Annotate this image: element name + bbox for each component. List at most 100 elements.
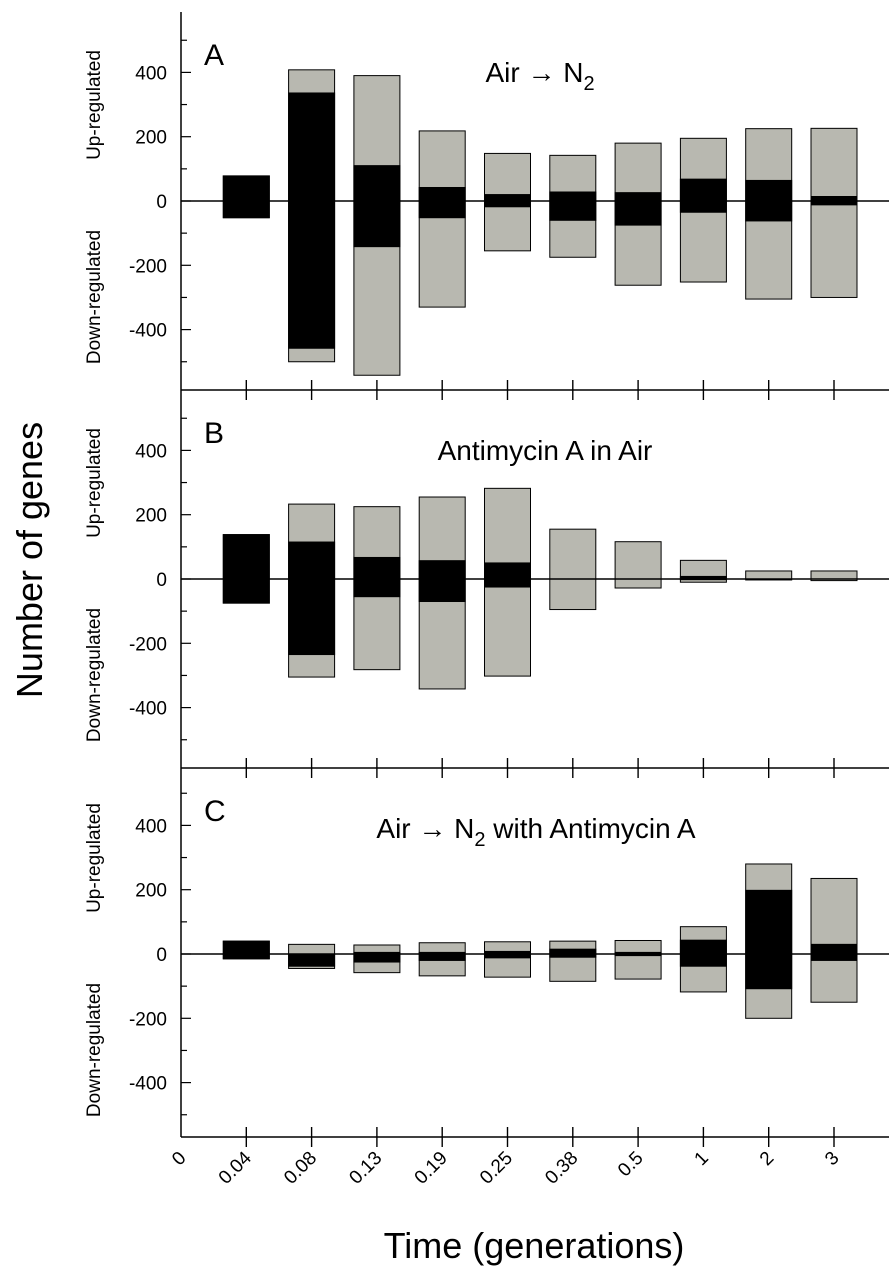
bar-total xyxy=(745,570,793,581)
panel-title: Air → N2 xyxy=(485,57,594,95)
y-tick-label: 400 xyxy=(135,816,167,837)
x-tick-label: 0.5 xyxy=(614,1148,648,1182)
bar-core xyxy=(288,541,336,656)
bar-total xyxy=(810,877,858,1003)
bar-core xyxy=(549,191,597,221)
bar-group xyxy=(484,487,531,677)
bar-core xyxy=(222,175,270,219)
bar-core xyxy=(484,562,531,588)
y-tick-label: 0 xyxy=(156,192,167,213)
bar-group xyxy=(614,142,662,286)
y-tick-label: 0 xyxy=(156,570,167,591)
bar-group xyxy=(679,137,727,283)
panel-c: 400 200 0 -200 -400 Up-regulated Down-regulate… xyxy=(84,768,889,1147)
bar-group xyxy=(549,940,597,982)
bar-group xyxy=(810,570,858,582)
y-tick-label: 400 xyxy=(135,63,167,84)
bar-core xyxy=(679,939,727,967)
bar-core xyxy=(745,889,793,990)
x-tick-label: 0.08 xyxy=(280,1148,321,1189)
x-tick-label: 0.25 xyxy=(476,1148,517,1189)
x-tick-label: 2 xyxy=(756,1148,778,1170)
bar-group xyxy=(418,130,466,308)
panel-b: 400 200 0 -200 -400 Up-regulated Down-regulate… xyxy=(84,390,889,778)
panel-letter: A xyxy=(204,39,224,72)
x-tick-label: 0.38 xyxy=(541,1148,582,1189)
x-tick-label: 3 xyxy=(821,1148,843,1170)
y-tick-label: -400 xyxy=(129,321,167,342)
panels: 4002000-200-400Up-regulatedDown-regulate… xyxy=(84,12,889,1189)
bar-core xyxy=(549,948,597,958)
bar-core xyxy=(418,951,466,961)
bar-total xyxy=(810,570,858,582)
bar-core xyxy=(222,940,270,960)
y-tick-label: 200 xyxy=(135,506,167,527)
panel-a: 400 200 0 -200 -400 Up-regulated Down-regulate… xyxy=(84,12,889,400)
down-regulated-label: Down-regulated xyxy=(84,608,105,742)
bar-group xyxy=(288,69,336,363)
bar-total xyxy=(484,941,531,978)
up-regulated-label: Up-regulated xyxy=(84,50,105,160)
bar-group xyxy=(679,926,727,993)
bar-core xyxy=(288,953,336,967)
bar-core xyxy=(222,534,270,604)
bar-core xyxy=(810,943,858,961)
up-regulated-label: Up-regulated xyxy=(84,803,105,913)
bar-group xyxy=(353,506,401,671)
y-tick-label: 0 xyxy=(156,945,167,966)
y-tick-label: 400 xyxy=(135,441,167,462)
bar-group xyxy=(418,942,466,977)
bar-group xyxy=(288,943,336,969)
bar-total xyxy=(549,940,597,982)
bar-group xyxy=(353,75,401,376)
bar-group xyxy=(222,175,270,219)
bar-group xyxy=(222,534,270,604)
bar-group xyxy=(288,503,336,678)
down-regulated-label: Down-regulated xyxy=(84,983,105,1117)
bar-core xyxy=(353,951,401,963)
bar-core xyxy=(288,92,336,349)
panel-letter: C xyxy=(204,795,226,828)
y-tick-label: -200 xyxy=(129,634,167,655)
up-regulated-label: Up-regulated xyxy=(84,428,105,538)
bar-group xyxy=(745,863,793,1019)
x-tick-label: 0.13 xyxy=(345,1148,386,1189)
x-tick-label: 0 xyxy=(168,1148,190,1170)
bar-group xyxy=(614,541,662,589)
bar-group xyxy=(679,559,727,583)
bar-group xyxy=(484,941,531,978)
panel-title: Air → N2 with Antimycin A xyxy=(376,813,696,851)
x-tick-label: 0.04 xyxy=(215,1147,256,1188)
bar-total xyxy=(810,127,858,298)
down-regulated-label: Down-regulated xyxy=(84,230,105,364)
bar-group xyxy=(810,127,858,298)
bar-group xyxy=(745,570,793,581)
bar-core xyxy=(353,165,401,248)
y-tick-label: 200 xyxy=(135,881,167,902)
bar-total xyxy=(614,939,662,980)
bar-total xyxy=(614,541,662,589)
bar-group xyxy=(418,496,466,690)
x-tick-label: 1 xyxy=(691,1148,713,1170)
y-tick-label: -400 xyxy=(129,1074,167,1095)
panel-title: Antimycin A in Air xyxy=(438,435,653,466)
bar-group xyxy=(549,528,597,611)
y-tick-label: 200 xyxy=(135,128,167,149)
bar-group xyxy=(745,128,793,300)
bar-core xyxy=(679,178,727,213)
y-tick-label: -200 xyxy=(129,1009,167,1030)
bar-total xyxy=(549,528,597,611)
bar-group xyxy=(549,154,597,258)
bar-core xyxy=(418,186,466,219)
x-axis-title: Time (generations) xyxy=(384,1225,685,1266)
bar-group xyxy=(353,944,401,974)
bar-group xyxy=(614,939,662,980)
x-tick-label: 0.19 xyxy=(411,1148,452,1189)
bar-group xyxy=(484,152,531,252)
panel-letter: B xyxy=(204,417,224,450)
bar-core xyxy=(614,192,662,226)
y-axis-title: Number of genes xyxy=(9,422,50,698)
y-tick-label: -400 xyxy=(129,699,167,720)
bar-core xyxy=(418,560,466,603)
